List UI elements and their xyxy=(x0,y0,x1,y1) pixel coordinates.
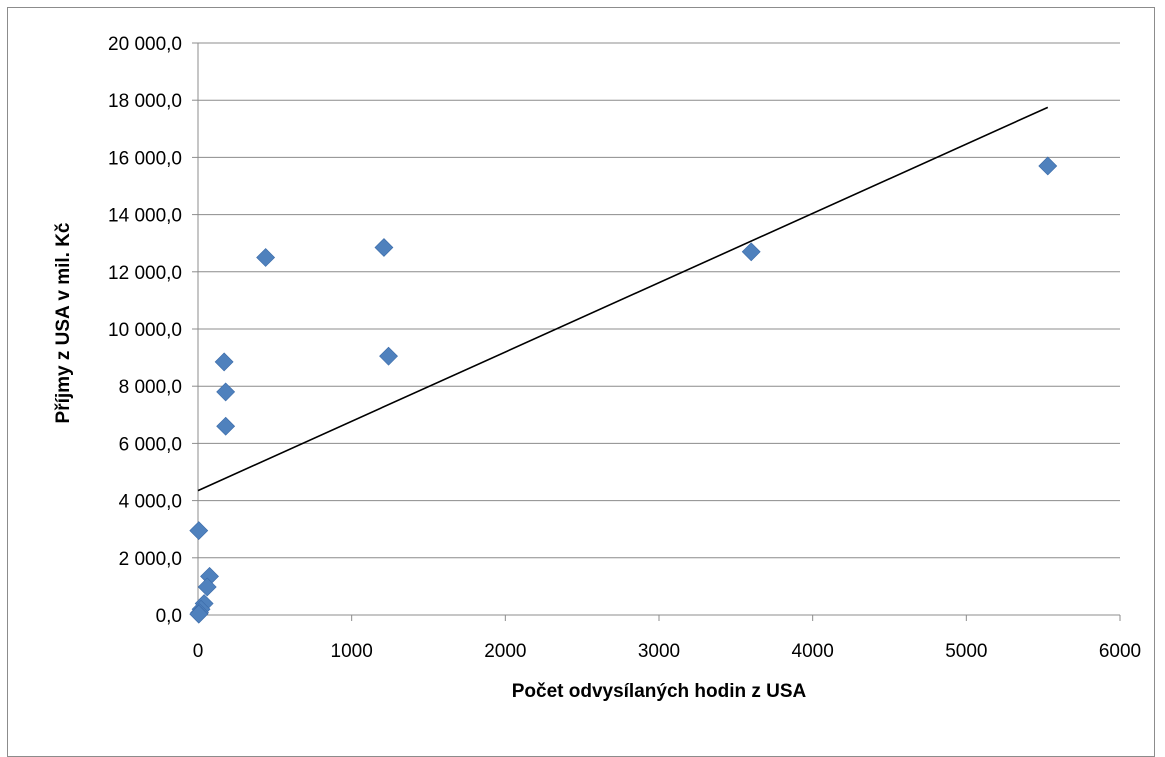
y-tick-label: 12 000,0 xyxy=(108,263,182,284)
data-point xyxy=(197,577,217,597)
data-point xyxy=(214,352,234,372)
y-tick-label: 8 000,0 xyxy=(119,377,182,398)
y-tick-label: 18 000,0 xyxy=(108,91,182,112)
x-tick-label: 5000 xyxy=(945,641,987,662)
x-tick-labels: 0 1000 2000 3000 4000 5000 6000 xyxy=(193,641,1141,662)
scatter-chart: 0,0 2 000,0 4 000,0 6 000,0 8 000,0 10 000,0 1… xyxy=(53,34,1141,702)
data-point xyxy=(189,604,209,624)
x-tick-label: 0 xyxy=(193,641,204,662)
y-tick-label: 10 000,0 xyxy=(108,320,182,341)
trendline-layer xyxy=(197,106,1049,492)
x-tick-label: 4000 xyxy=(792,641,834,662)
x-axis-title: Počet odvysílaných hodin z USA xyxy=(512,681,807,702)
x-tick-label: 2000 xyxy=(484,641,526,662)
data-point xyxy=(256,248,276,267)
y-axis-title: Příjmy z USA v mil. Kč xyxy=(53,222,74,423)
axes xyxy=(192,42,1121,621)
data-point xyxy=(374,238,394,257)
x-tick-label: 1000 xyxy=(331,641,373,662)
y-tick-label: 20 000,0 xyxy=(108,34,182,55)
trendline xyxy=(197,106,1049,492)
y-tick-label: 2 000,0 xyxy=(119,549,182,570)
y-tick-label: 14 000,0 xyxy=(108,206,182,227)
data-point xyxy=(216,382,236,402)
y-tick-label: 0,0 xyxy=(156,606,182,627)
gridlines xyxy=(198,42,1120,559)
y-tick-label: 4 000,0 xyxy=(119,492,182,513)
data-point xyxy=(189,521,209,541)
y-tick-label: 16 000,0 xyxy=(108,148,182,169)
data-point xyxy=(1038,156,1058,176)
data-points xyxy=(189,156,1058,624)
data-point xyxy=(741,242,761,262)
data-point xyxy=(379,346,398,366)
x-tick-label: 6000 xyxy=(1099,641,1141,662)
x-tick-label: 3000 xyxy=(638,641,680,662)
data-point xyxy=(216,416,236,436)
y-tick-label: 6 000,0 xyxy=(119,434,182,455)
y-tick-labels: 0,0 2 000,0 4 000,0 6 000,0 8 000,0 10 000,0 1… xyxy=(108,34,182,627)
